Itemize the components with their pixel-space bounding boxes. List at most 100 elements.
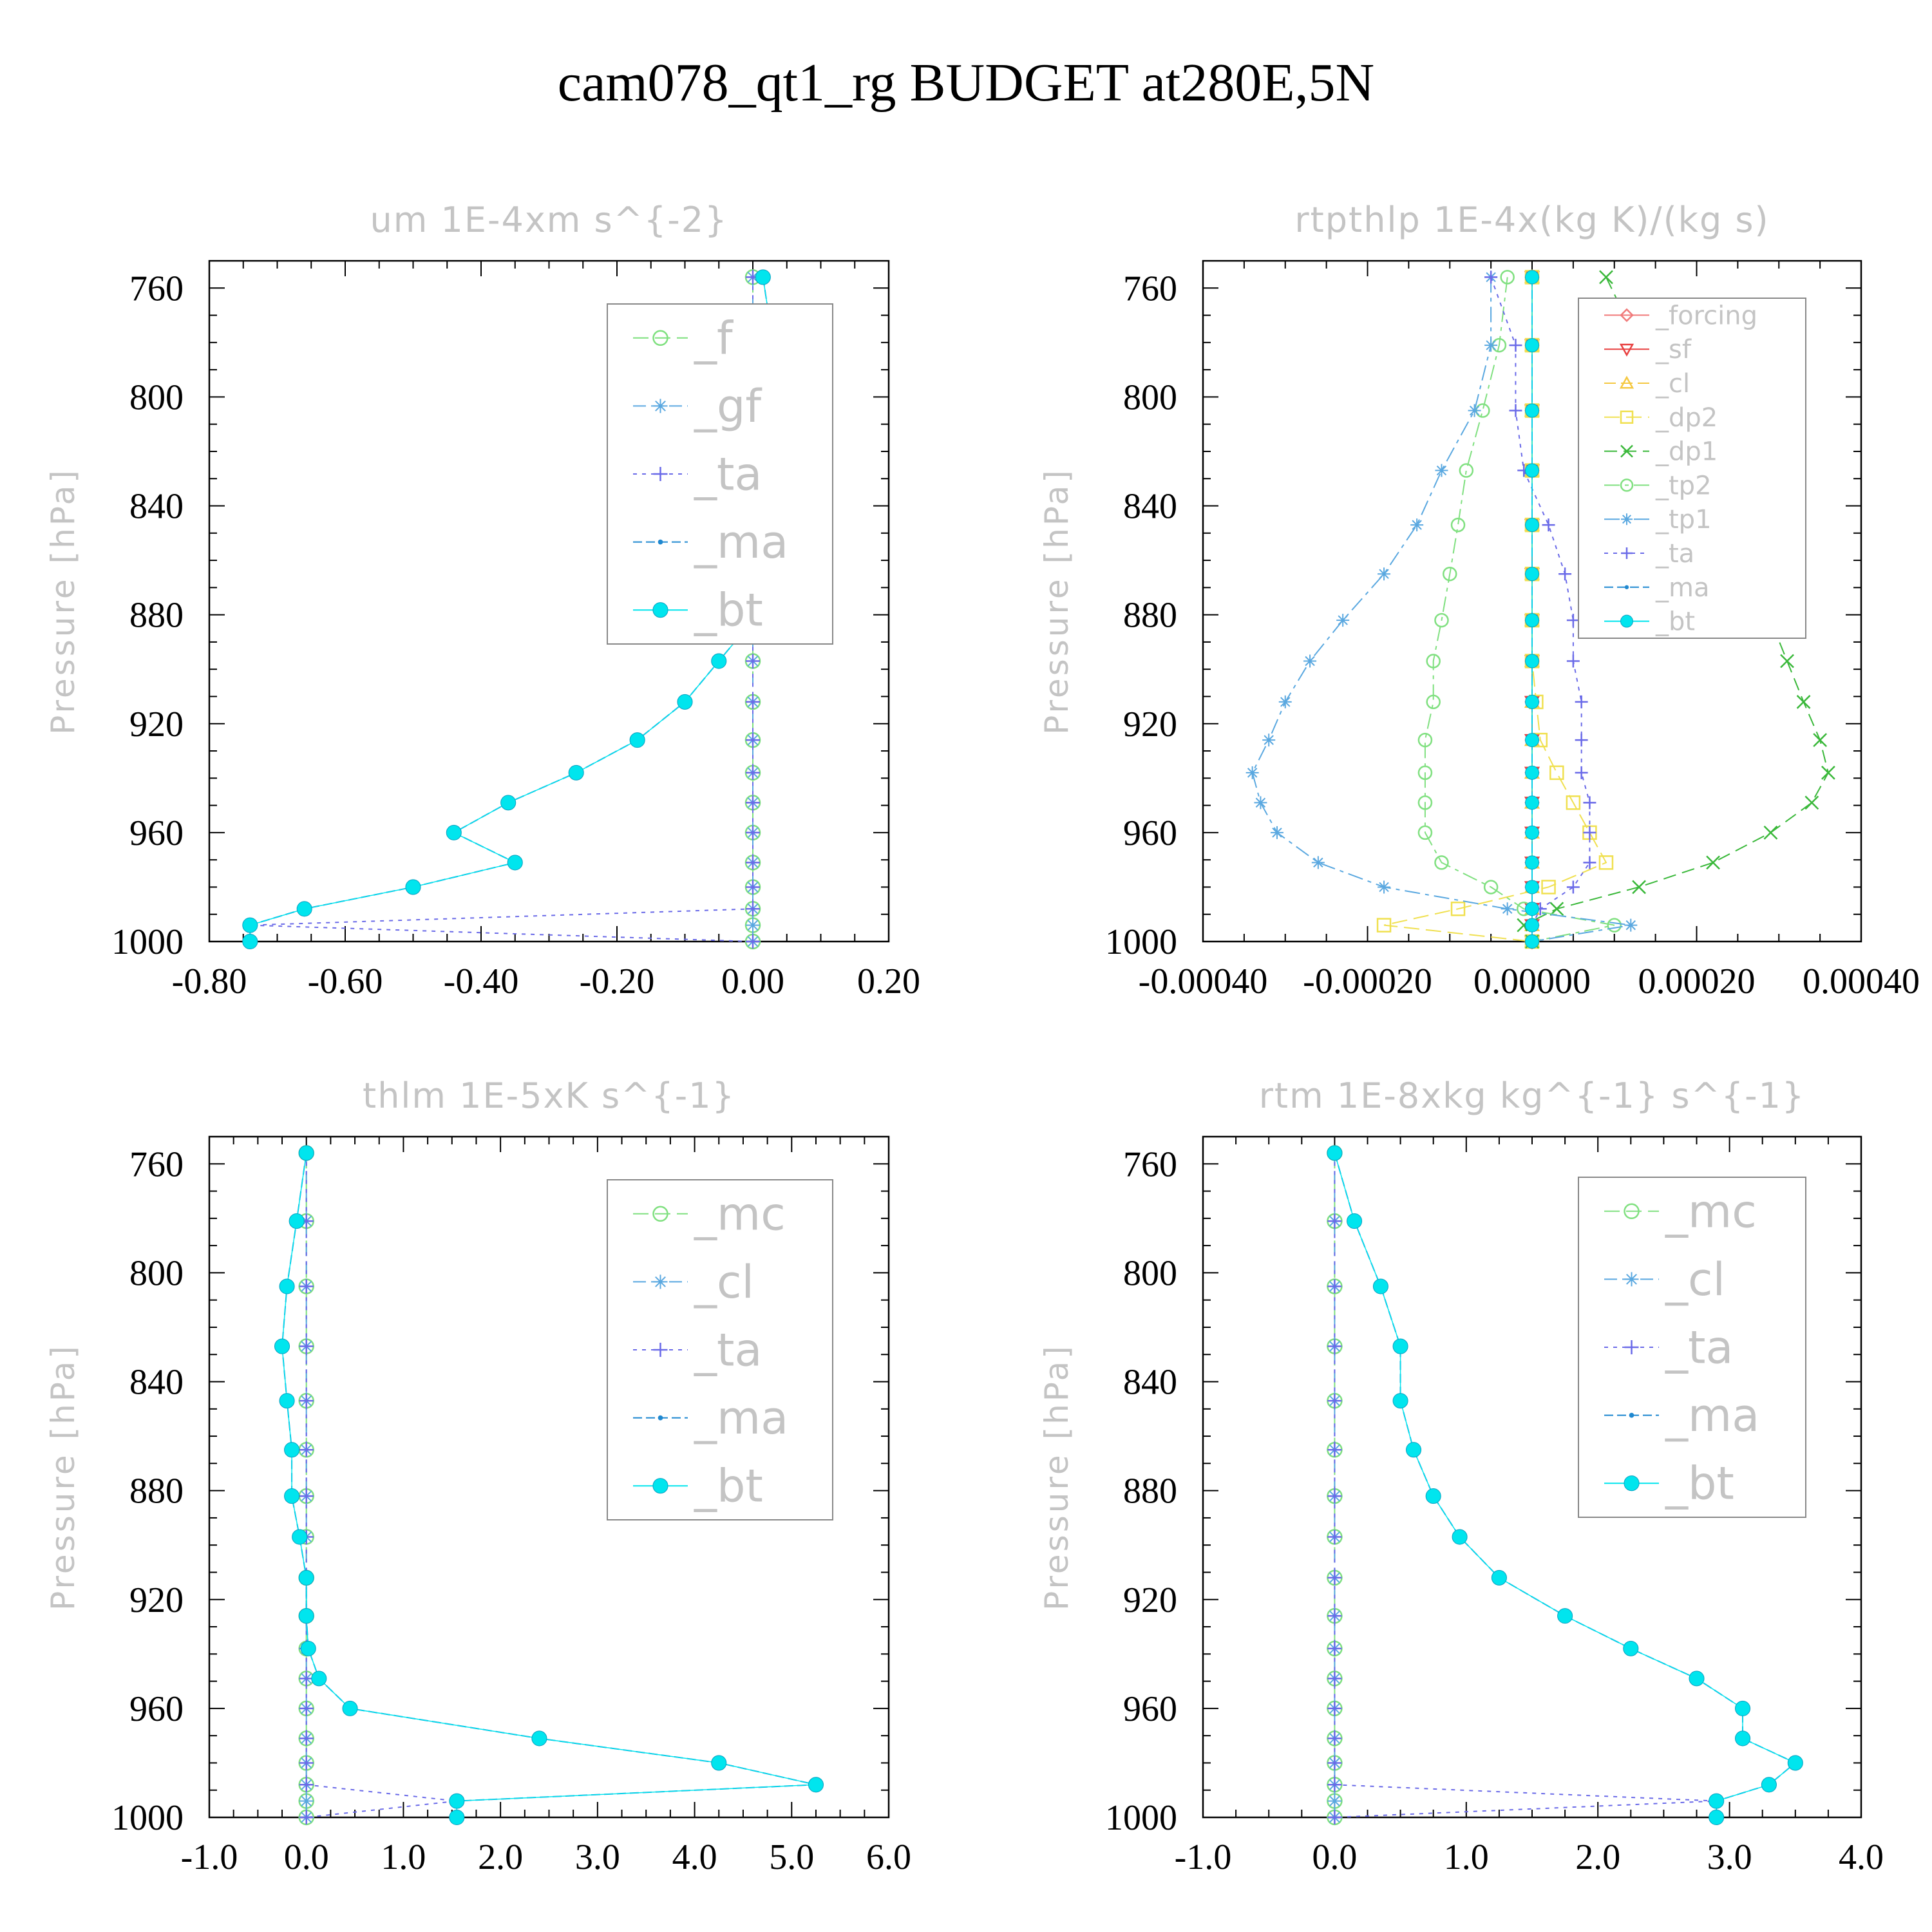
data-point [299,1810,314,1824]
legend-label: _mc [1665,1185,1757,1238]
x-tick-label: 0.00000 [1473,961,1591,1001]
series-bt [1327,1145,1803,1826]
data-point [1491,1569,1507,1586]
y-tick-label: 920 [129,1580,184,1620]
data-point [298,1608,314,1624]
data-point [1311,856,1325,869]
data-point [1821,765,1835,780]
legend-marker [1624,1203,1640,1220]
data-point [299,1279,314,1294]
legend-marker [1624,585,1629,589]
data-point [1525,567,1539,582]
x-tick-label: 2.0 [1575,1837,1620,1877]
legend-marker [652,330,668,346]
data-point [1525,518,1539,533]
data-point [1501,902,1514,916]
legend: _mc _cl _ta _ma _bt [607,1179,833,1520]
legend-entry: _ma [1604,573,1709,603]
data-point [1509,404,1522,417]
panel-thlm: thlm 1E-5xK s^{-1} Pressure [hPa] 760 800 84… [44,1075,911,1877]
data-point [242,917,258,933]
y-tick-label: 840 [1123,1363,1177,1403]
legend-entry: _dp1 [1604,437,1718,467]
data-point [1417,795,1433,810]
legend-label: _ta [694,448,762,501]
x-tick-label: 3.0 [575,1837,620,1877]
legend-entry: _f [633,312,734,365]
data-point [1378,880,1391,894]
x-tick-label: 1.0 [1444,1837,1489,1877]
legend-label: _cl [694,1256,754,1309]
data-point [299,1756,314,1770]
x-tick-label: 2.0 [478,1837,523,1877]
data-point [1468,404,1481,417]
y-tick-label: 880 [129,1472,184,1511]
data-point [1549,902,1564,916]
y-tick-label: 880 [1123,596,1177,636]
data-point [1450,517,1466,533]
data-point [1425,1488,1441,1504]
data-point [1327,1671,1342,1686]
data-point [1780,654,1794,668]
legend-marker [652,1478,668,1494]
y-tick-label: 920 [1123,1580,1177,1620]
legend-label: _bt [694,1460,763,1513]
x-tick-label: 3.0 [1707,1837,1752,1877]
data-point [1525,694,1539,709]
legend-entry: _ta [633,448,762,501]
legend-marker [1620,410,1634,424]
series-line [281,1153,817,1817]
data-point [1525,902,1539,916]
x-tick-label: -0.60 [308,961,383,1001]
data-point [1566,795,1581,810]
legend: _f _gf _ta _ma _bt [607,303,833,645]
data-point [1336,614,1350,627]
data-point [1525,403,1539,418]
data-point [1303,654,1317,668]
data-point [746,694,760,709]
x-tick-label: 0.0 [1312,1837,1357,1877]
y-tick-label: 760 [129,269,184,308]
data-point [1484,270,1498,284]
data-point [1434,855,1449,870]
data-point [299,1777,314,1792]
data-point [746,934,760,949]
data-point [299,1339,314,1354]
series-bt [274,1145,824,1826]
legend-entry: _cl [1604,1253,1725,1306]
data-point [507,855,523,871]
panel-title: rtm 1E-8xkg kg^{-1} s^{-1} [1259,1075,1806,1116]
data-point [746,795,760,810]
legend-entry: _bt [633,1460,763,1513]
legend-entry: _ma [633,516,788,569]
data-point [1525,795,1539,810]
y-tick-label: 1000 [111,1798,184,1838]
data-point [1525,613,1539,628]
data-point [1327,1609,1342,1624]
legend-entry: _mc [633,1188,786,1240]
data-point [1484,339,1498,352]
x-tick-label: 5.0 [769,1837,814,1877]
data-point [629,732,645,748]
y-tick-label: 1000 [1105,1798,1177,1838]
data-point [1327,1145,1343,1161]
data-point [289,1213,305,1229]
data-point [1632,880,1646,895]
data-point [1557,1608,1573,1624]
legend-label: _dp2 [1655,403,1718,433]
legend-entry: _bt [1604,607,1695,637]
x-tick-label: -0.00020 [1303,961,1432,1001]
series-line [1522,276,1829,942]
series-line [1490,277,1591,942]
x-tick-label: 0.00020 [1638,961,1756,1001]
legend-label: _ma [1665,1389,1759,1442]
y-tick-label: 800 [1123,377,1177,417]
data-point [1525,733,1539,748]
y-tick-label: 920 [1123,705,1177,744]
data-point [568,764,584,781]
y-tick-label: 880 [1123,1472,1177,1511]
y-tick-label: 800 [129,1253,184,1293]
y-tick-label: 840 [1123,487,1177,527]
panel-rtm: rtm 1E-8xkg kg^{-1} s^{-1} Pressure [hPa]… [1038,1075,1884,1877]
